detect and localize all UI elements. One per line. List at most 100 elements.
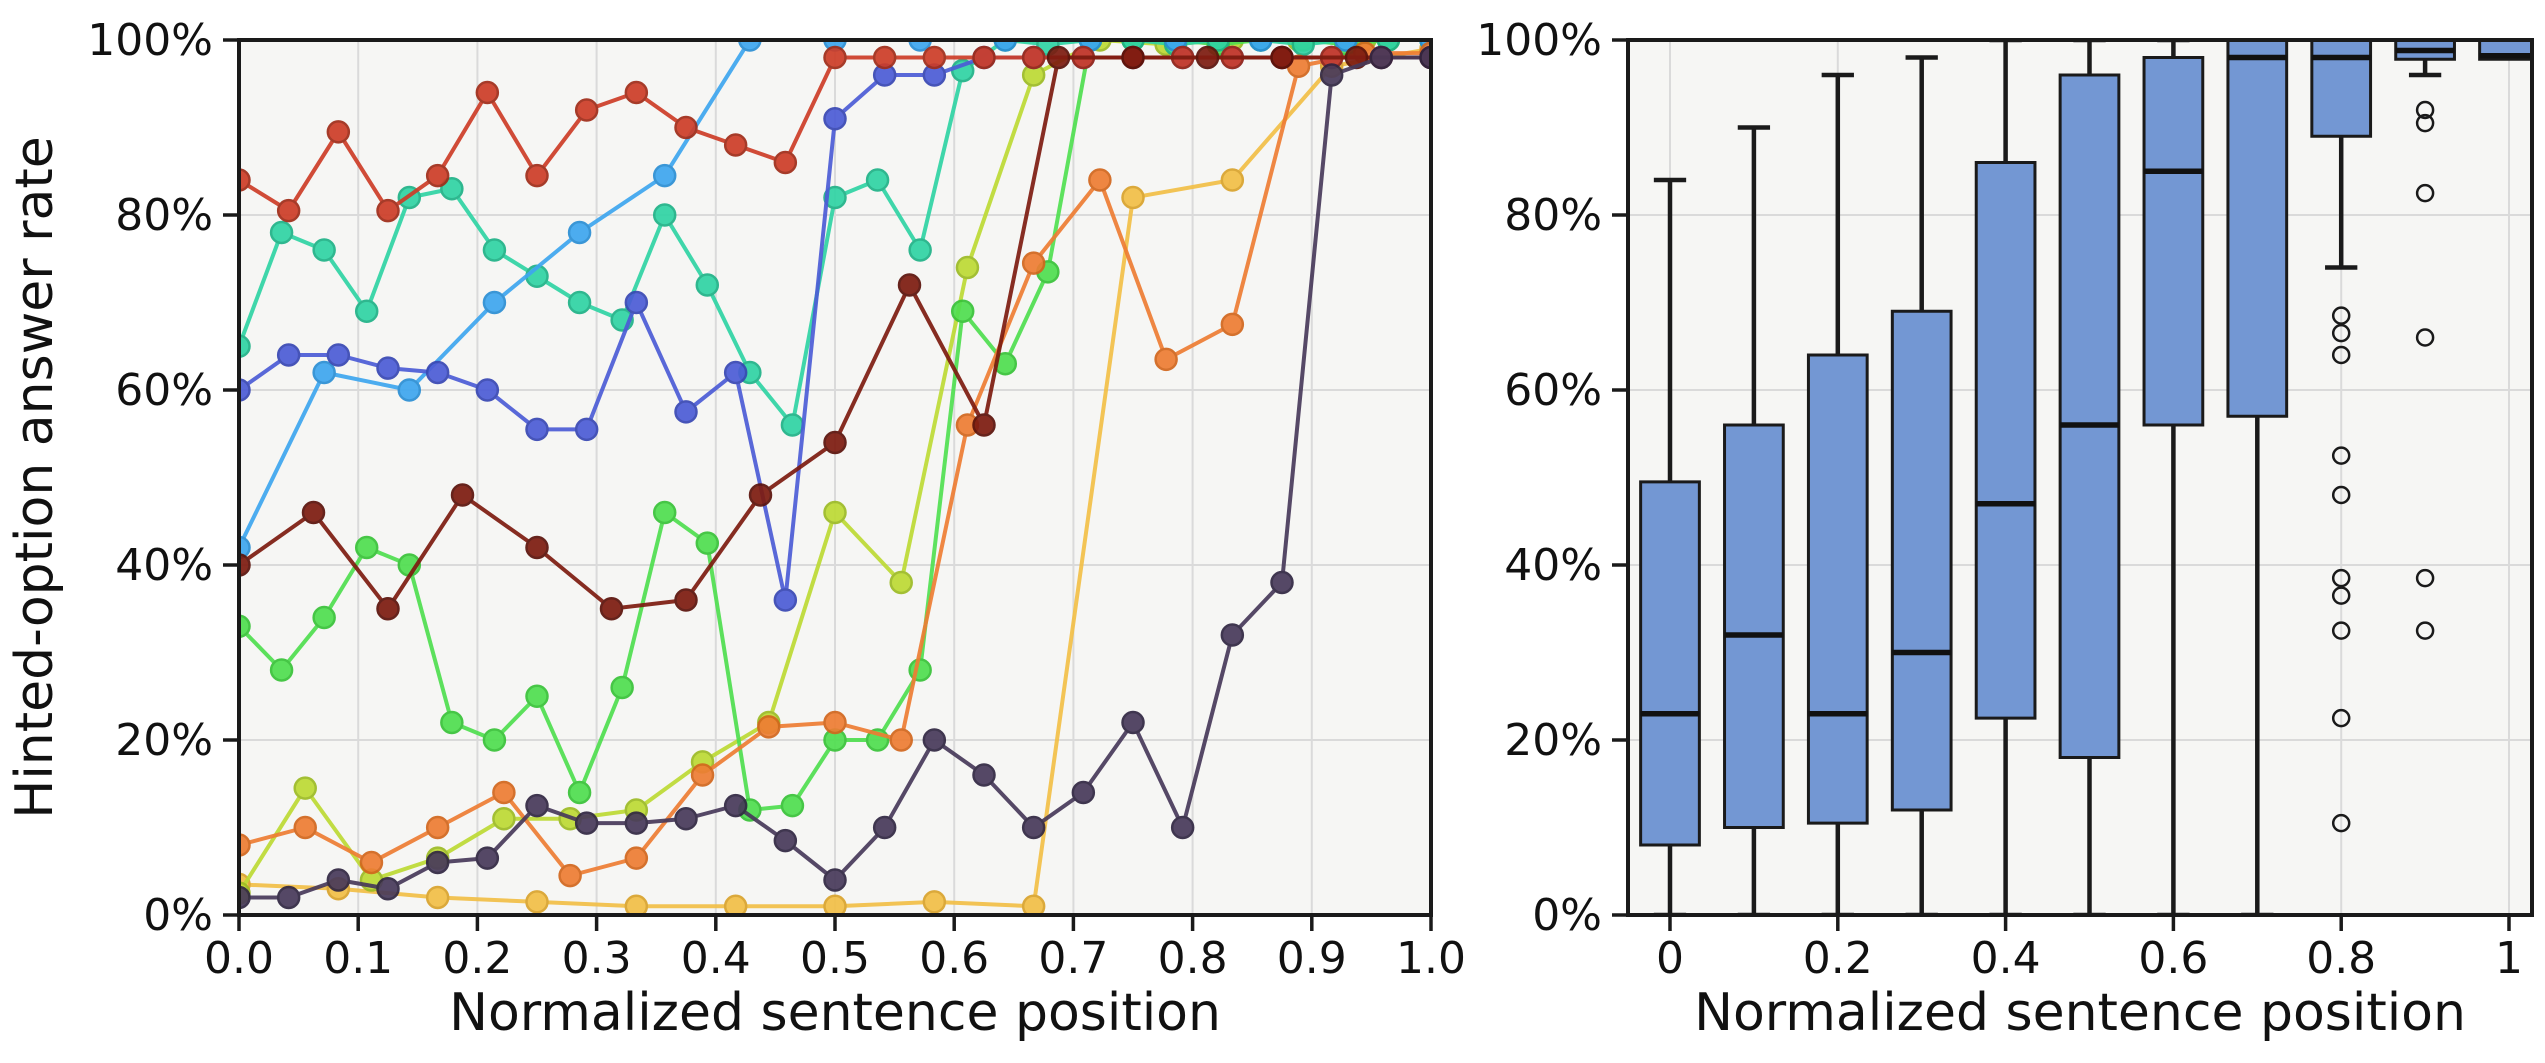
series-purple-marker	[972, 763, 996, 787]
series-orange-marker	[1220, 312, 1245, 337]
series-green-marker	[482, 728, 507, 752]
series-maroon-marker	[450, 483, 475, 507]
outlier-point	[2415, 621, 2435, 640]
outlier-point	[2415, 113, 2435, 133]
series-orange-marker	[690, 763, 715, 787]
series-purple-marker	[425, 850, 450, 875]
outlier-point	[2415, 568, 2435, 588]
series-purple-marker	[1021, 815, 1046, 840]
series-green-marker	[567, 780, 592, 805]
right-x-tick-label: 0.8	[2306, 933, 2376, 984]
series-purple-marker	[723, 793, 748, 818]
series-orange-marker	[1154, 347, 1178, 372]
left-x-tick-label: 0.0	[204, 933, 274, 984]
series-teal-marker	[567, 290, 592, 315]
series-gold-marker	[723, 894, 748, 916]
series-purple-marker	[475, 846, 500, 870]
series-chartreuse-marker	[823, 500, 847, 525]
left-x-tick-label: 0.8	[1158, 933, 1228, 984]
series-teal-marker	[1291, 39, 1316, 57]
series-green-marker	[440, 710, 464, 735]
series-royal-marker	[773, 588, 798, 612]
series-teal-marker	[908, 238, 932, 262]
box-group	[1639, 177, 1701, 916]
left-x-tick-label: 0.9	[1277, 933, 1347, 984]
outlier-point	[2331, 485, 2351, 505]
box	[2058, 73, 2121, 759]
box-group	[1806, 72, 1869, 916]
series-maroon-marker	[748, 483, 773, 507]
series-red-marker	[773, 150, 798, 175]
series-purple-marker	[1170, 815, 1195, 840]
right-x-tick-label: 0.2	[1803, 933, 1873, 984]
box-group	[2310, 39, 2373, 833]
box-group	[1723, 125, 1785, 916]
series-purple-marker	[872, 815, 897, 840]
outlier-point	[2331, 813, 2351, 833]
series-red-marker	[425, 163, 450, 188]
series-orange-marker	[624, 846, 649, 870]
series-purple-marker	[1121, 710, 1145, 735]
left-x-tick-label: 0.4	[681, 933, 751, 984]
box-group	[2478, 39, 2533, 61]
left-data-layer	[238, 39, 1432, 916]
series-maroon-marker	[1121, 45, 1145, 70]
series-royal-marker	[376, 356, 400, 380]
series-red-marker	[922, 45, 947, 70]
left-x-tick-label: 0.7	[1038, 933, 1108, 984]
series-gold-marker	[823, 894, 847, 916]
series-purple-marker	[574, 811, 599, 835]
series-red-marker	[525, 163, 549, 188]
outlier-point	[2331, 586, 2351, 605]
series-purple-marker	[376, 877, 400, 901]
box	[1890, 309, 1953, 812]
right-y-tick-label: 100%	[1476, 15, 1602, 66]
series-purple-marker	[525, 793, 549, 818]
series-royal-marker	[475, 378, 500, 402]
series-purple-marker	[1270, 570, 1294, 595]
series-royal-marker	[723, 360, 748, 385]
right-x-tick-label: 0.4	[1971, 933, 2041, 984]
series-dodger-marker	[652, 163, 677, 188]
series-purple	[238, 45, 1432, 910]
series-chartreuse-marker	[955, 255, 980, 280]
left-y-axis-label: Hinted-option answer rate	[5, 136, 65, 819]
outlier-point	[2331, 323, 2351, 343]
series-purple-marker	[624, 811, 649, 835]
right-y-tick-label: 60%	[1504, 365, 1602, 416]
series-maroon-marker	[376, 597, 400, 621]
series-royal-marker	[823, 107, 847, 131]
outlier-point	[2415, 100, 2435, 120]
box-group	[1974, 39, 2037, 916]
outlier-point	[2415, 183, 2435, 203]
series-maroon-marker	[823, 430, 847, 455]
right-data-layer	[1639, 39, 2533, 916]
series-purple-marker	[773, 828, 798, 853]
series-maroon-marker	[525, 535, 549, 560]
series-maroon-marker	[674, 588, 698, 612]
right-y-tick-label: 80%	[1504, 190, 1602, 241]
series-purple-marker	[1369, 45, 1394, 70]
series-orange-marker	[425, 815, 450, 840]
series-teal-marker	[695, 273, 720, 297]
series-dodger-marker	[567, 220, 592, 245]
series-purple-marker	[823, 868, 847, 892]
box-group	[2394, 39, 2456, 640]
series-teal-marker	[652, 203, 677, 227]
right-y-tick-label: 0%	[1532, 890, 1602, 941]
left-x-tick-label: 0.5	[800, 933, 870, 984]
series-green-marker	[695, 531, 720, 555]
left-x-tick-label: 1.0	[1396, 933, 1466, 984]
series-red-marker	[624, 80, 649, 105]
series-red-marker	[723, 133, 748, 157]
series-dodger-marker	[312, 360, 336, 385]
series-green-marker	[525, 684, 549, 708]
series-red-marker	[1021, 45, 1046, 70]
box-group	[2226, 39, 2289, 916]
right-x-tick-label: 0	[1656, 933, 1684, 984]
outlier-point	[2415, 328, 2435, 347]
series-royal-marker	[574, 417, 599, 442]
series-orange-marker	[1021, 251, 1046, 275]
box	[1723, 423, 1785, 829]
